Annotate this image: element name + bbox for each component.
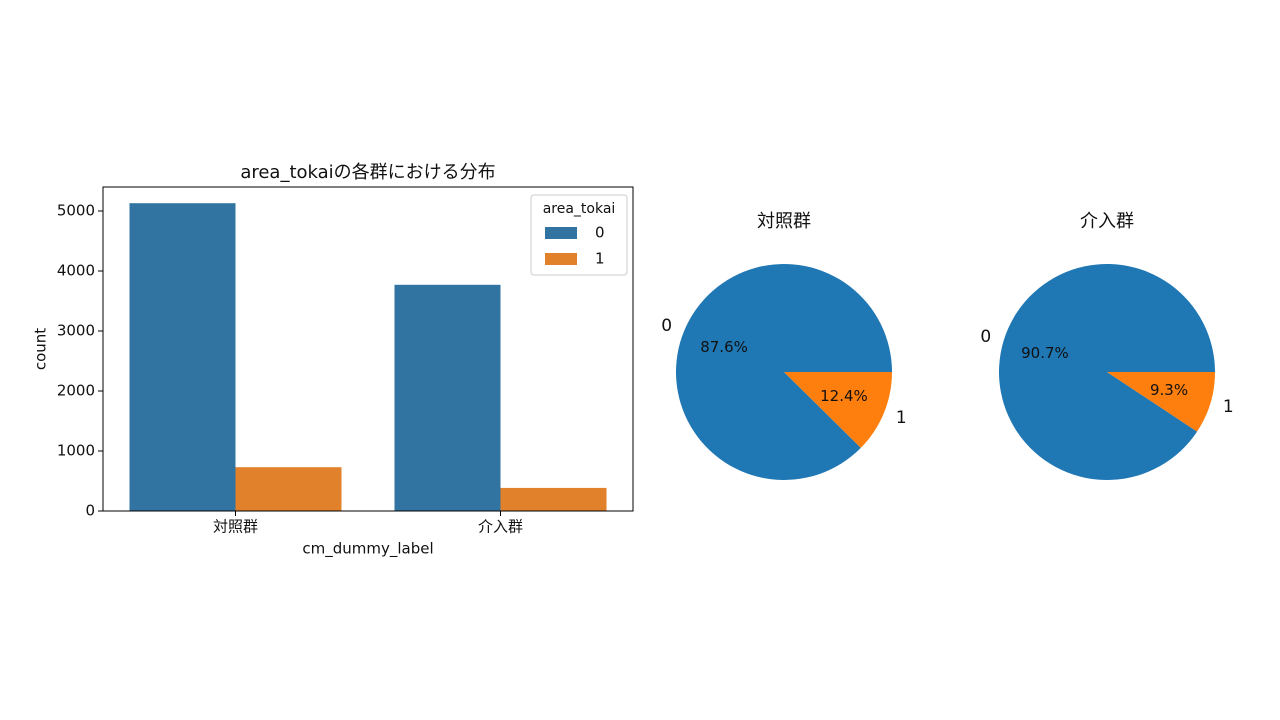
y-tick-label: 1000: [57, 442, 95, 460]
pie-category-label: 1: [896, 408, 907, 428]
bar: [500, 487, 607, 511]
pie-slice: [998, 263, 1215, 480]
chart-title: 介入群: [1080, 211, 1134, 232]
x-axis-label: cm_dummy_label: [302, 540, 433, 559]
bar: [235, 467, 342, 511]
pie-value-label: 9.3%: [1150, 381, 1188, 399]
y-tick-label: 0: [85, 502, 95, 520]
legend-label: 1: [595, 250, 605, 268]
pie-value-label: 12.4%: [820, 387, 868, 405]
legend-title: area_tokai: [543, 201, 616, 217]
pie-value-label: 90.7%: [1021, 344, 1069, 362]
pie-slice: [675, 263, 892, 480]
pie-category-label: 0: [661, 316, 672, 336]
pie-category-label: 1: [1223, 397, 1234, 417]
x-tick-label: 介入群: [478, 518, 523, 536]
y-tick-label: 3000: [57, 322, 95, 340]
legend-swatch: [545, 227, 577, 239]
y-tick-label: 4000: [57, 262, 95, 280]
pie-slice: [784, 372, 892, 448]
pie-category-label: 0: [980, 327, 991, 347]
chart-title: area_tokaiの各群における分布: [240, 162, 495, 183]
bar: [129, 203, 236, 511]
chart-title: 対照群: [757, 211, 811, 232]
bar: [394, 284, 501, 511]
y-tick-label: 2000: [57, 382, 95, 400]
pie-value-label: 87.6%: [700, 338, 748, 356]
x-tick-label: 対照群: [213, 518, 258, 536]
legend-label: 0: [595, 224, 605, 242]
plot-frame: [102, 186, 634, 512]
pie-slice: [1107, 372, 1215, 432]
y-axis-label: count: [32, 328, 50, 370]
y-tick-label: 5000: [57, 202, 95, 220]
legend-swatch: [545, 253, 577, 265]
